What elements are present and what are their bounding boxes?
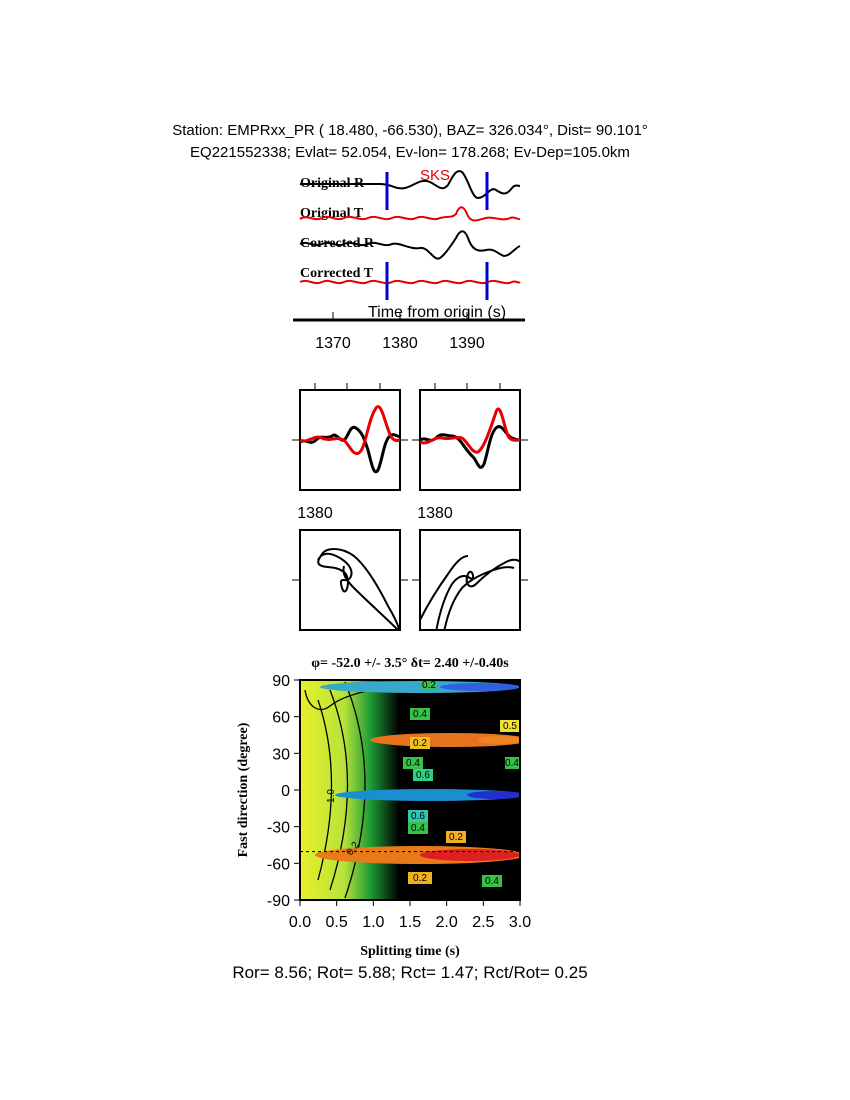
phase-label: SKS (420, 167, 450, 184)
trace-tick-label-1370: 1370 (315, 335, 351, 352)
contour-label-3: 0.4 (406, 758, 420, 769)
trace-label-corrected-r: Corrected R (300, 236, 375, 251)
trace-tick-label-1380: 1380 (382, 335, 418, 352)
contour-label-9: 0.2 (413, 873, 427, 884)
contour-label-1: 0.5 (503, 721, 517, 732)
particle-path-corrected (420, 555, 520, 630)
particle-motion-corrected (412, 529, 528, 631)
grid-y-ticks: 90 60 30 0 -30 -60 -90 (267, 673, 300, 910)
contour-labels: 0.4 0.5 0.2 0.4 0.6 0.4 0.6 0.4 0.2 0.2 (326, 680, 520, 887)
particle-tick-left: 1380 (297, 505, 333, 522)
particle-motion-original (292, 529, 408, 631)
contour-line (344, 681, 366, 899)
contour-label-12: 1.0 (326, 789, 337, 803)
grid-ylabel: Fast direction (degree) (236, 722, 251, 857)
trace-corrected-t (299, 279, 521, 285)
y-tick-label: 90 (272, 673, 290, 690)
contour-label-0: 0.4 (413, 709, 427, 720)
trace-axis-title: Time from origin (s) (368, 304, 506, 321)
contour-line (329, 689, 349, 891)
waveform-box-original (292, 383, 408, 491)
x-tick-label: 0.5 (326, 914, 348, 931)
contour-label-6: 0.6 (411, 811, 425, 822)
waveform-corrected-slow (420, 407, 520, 454)
header-line1: Station: EMPRxx_PR ( 18.480, -66.530), B… (172, 122, 648, 139)
contour-label-5: 0.4 (505, 758, 519, 769)
particle-path-original (317, 548, 400, 630)
x-tick-label: 1.5 (399, 914, 421, 931)
grid-x-ticks: 0.0 0.5 1.0 1.5 2.0 2.5 3.0 (289, 900, 531, 931)
contour-label-7: 0.4 (411, 823, 425, 834)
contour-label-10: 0.4 (485, 876, 499, 887)
trace-original-t (299, 206, 521, 222)
footer-ratios: Ror= 8.56; Rot= 5.88; Rct= 1.47; Rct/Rot… (232, 963, 587, 982)
x-tick-label: 1.0 (362, 914, 384, 931)
x-tick-label: 0.0 (289, 914, 311, 931)
x-tick-label: 3.0 (509, 914, 531, 931)
trace-tick-label-1390: 1390 (449, 335, 485, 352)
y-tick-label: -60 (267, 856, 290, 873)
trace-label-corrected-t: Corrected T (300, 266, 374, 281)
contour-label-11: 0.2 (422, 680, 436, 691)
waveform-original-t (300, 405, 400, 455)
x-tick-label: 2.5 (472, 914, 494, 931)
y-tick-label: 60 (272, 710, 290, 727)
y-tick-label: 0 (281, 783, 290, 800)
x-tick-label: 2.0 (436, 914, 458, 931)
particle-tick-right: 1380 (417, 505, 453, 522)
contour-label-4: 0.6 (416, 770, 430, 781)
color-bands (315, 681, 520, 864)
trace-panel: Original R Original T Corrected R Correc… (293, 167, 525, 352)
contour-label-8: 0.2 (449, 832, 463, 843)
trace-original-r (300, 170, 521, 200)
y-tick-label: -30 (267, 820, 290, 837)
contour-label-2: 0.2 (413, 738, 427, 749)
grid-title: φ= -52.0 +/- 3.5° δt= 2.40 +/-0.40s (311, 656, 509, 671)
grid-xlabel: Splitting time (s) (360, 944, 460, 959)
grid-search-panel: φ= -52.0 +/- 3.5° δt= 2.40 +/-0.40s 0.4 … (236, 656, 531, 959)
waveform-box-corrected (412, 383, 528, 491)
y-tick-label: 30 (272, 746, 290, 763)
y-tick-label: -90 (267, 893, 290, 910)
header-line2: EQ221552338; Evlat= 52.054, Ev-lon= 178.… (190, 144, 630, 161)
trace-corrected-r (299, 230, 521, 260)
